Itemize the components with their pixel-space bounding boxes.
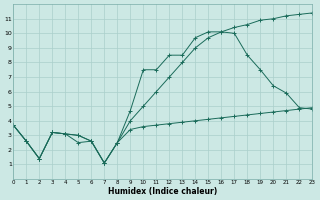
X-axis label: Humidex (Indice chaleur): Humidex (Indice chaleur) [108,187,218,196]
